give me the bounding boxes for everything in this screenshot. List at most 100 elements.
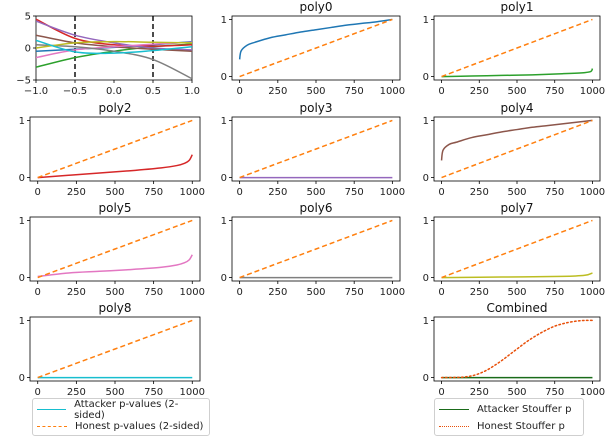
x-tick-label: 750 <box>345 187 364 198</box>
x-tick-label: 1000 <box>580 187 605 198</box>
x-tick-label: 500 <box>306 86 325 97</box>
x-tick-label: 750 <box>545 86 564 97</box>
series-line-0 <box>441 68 594 78</box>
panel-title: poly1 <box>500 0 533 14</box>
panel-title: poly7 <box>500 201 533 215</box>
x-tick-label: 250 <box>470 287 489 298</box>
x-tick-label: 0 <box>35 187 41 198</box>
x-tick-label: 250 <box>67 187 86 198</box>
series-line-1 <box>239 18 393 78</box>
y-tick-label: 5 <box>25 12 31 23</box>
y-tick-label: 1 <box>221 216 227 227</box>
panel-title: poly6 <box>299 201 332 215</box>
x-tick-label: 250 <box>470 86 489 97</box>
x-tick-label: −0.5 <box>63 86 87 97</box>
x-tick-label: 0 <box>35 387 41 398</box>
panel-title: poly4 <box>500 101 533 115</box>
x-tick-label: 750 <box>545 187 564 198</box>
legend-label-honest: Honest p-values (2-sided) <box>75 421 204 432</box>
x-tick-label: 1000 <box>180 287 205 298</box>
x-tick-label: 0 <box>438 387 444 398</box>
series-line-0 <box>238 18 393 60</box>
series-line-1 <box>441 18 593 78</box>
y-tick-label: 1 <box>19 216 25 227</box>
series-line-0 <box>441 272 593 279</box>
x-tick-label: 0 <box>236 86 242 97</box>
legend-swatch-attacker <box>37 409 67 410</box>
x-tick-label: 250 <box>67 387 86 398</box>
legend-label-attacker-stouffer: Attacker Stouffer p <box>477 404 572 415</box>
y-tick-label: 1 <box>19 116 25 127</box>
x-tick-label: 500 <box>507 287 526 298</box>
y-tick-label: 0 <box>423 373 429 384</box>
series-line-1 <box>441 219 593 279</box>
legend-item-honest: Honest p-values (2-sided) <box>37 418 205 435</box>
x-tick-label: 1000 <box>380 287 405 298</box>
y-tick-label: 1 <box>221 116 227 127</box>
x-tick-label: 500 <box>306 187 325 198</box>
x-tick-label: −1.0 <box>24 86 48 97</box>
x-tick-label: 250 <box>268 187 287 198</box>
y-tick-label: 0 <box>25 44 31 55</box>
x-tick-label: 1.0 <box>184 86 200 97</box>
y-tick-label: 0 <box>221 273 227 284</box>
x-tick-label: 750 <box>144 287 163 298</box>
panel-poly1: 0 250 500 750 1000 0 1 poly1 <box>423 0 606 97</box>
series-line-1 <box>37 119 193 179</box>
x-tick-label: 750 <box>144 187 163 198</box>
x-tick-label: 750 <box>545 387 564 398</box>
panel-poly8: 0 250 500 750 1000 0 1 poly8 <box>19 301 205 398</box>
series-line-1 <box>239 119 393 179</box>
legend-item-honest-stouffer: Honest Stouffer p <box>439 418 579 435</box>
panel-title: poly5 <box>98 201 131 215</box>
series-line-2 <box>36 18 192 47</box>
panel-overview: −1.0 −0.5 0.0 0.5 1.0 −5 0 5 <box>16 12 200 98</box>
x-tick-label: 0.5 <box>145 86 161 97</box>
panel-title: poly2 <box>98 101 131 115</box>
panel-poly5: 0 250 500 750 1000 0 1 poly5 <box>19 201 205 298</box>
x-tick-label: 500 <box>105 387 124 398</box>
x-tick-label: 1000 <box>580 287 605 298</box>
x-tick-label: 0 <box>438 187 444 198</box>
y-tick-label: 0 <box>19 273 25 284</box>
panel-poly6: 0 250 500 750 1000 0 1 poly6 <box>221 201 405 298</box>
legend-right: Attacker Stouffer p Honest Stouffer p <box>434 398 584 436</box>
x-tick-label: 1000 <box>180 387 205 398</box>
y-tick-label: 0 <box>221 72 227 83</box>
panel-title: poly8 <box>98 301 131 315</box>
y-tick-label: 1 <box>423 316 429 327</box>
x-tick-label: 250 <box>470 187 489 198</box>
x-tick-label: 0 <box>438 86 444 97</box>
panel-title: poly0 <box>299 0 332 14</box>
x-tick-label: 0 <box>35 287 41 298</box>
legend-item-attacker: Attacker p-values (2-sided) <box>37 398 205 421</box>
y-tick-label: −5 <box>16 76 31 87</box>
y-tick-label: 1 <box>423 116 429 127</box>
x-tick-label: 500 <box>105 287 124 298</box>
x-tick-label: 250 <box>268 287 287 298</box>
panel-poly0: 0 250 500 750 1000 0 1 poly0 <box>221 0 405 97</box>
series-line-1 <box>441 119 593 179</box>
y-tick-label: 0 <box>221 173 227 184</box>
y-tick-label: 0 <box>19 173 25 184</box>
series-line-8 <box>36 39 192 55</box>
legend-item-attacker-stouffer: Attacker Stouffer p <box>439 401 579 418</box>
legend-left: Attacker p-values (2-sided) Honest p-val… <box>32 398 210 436</box>
y-tick-label: 1 <box>19 316 25 327</box>
y-tick-label: 0 <box>423 273 429 284</box>
y-tick-label: 1 <box>423 216 429 227</box>
panel-title: Combined <box>487 301 548 315</box>
x-tick-label: 1000 <box>380 86 405 97</box>
y-tick-label: 0 <box>423 173 429 184</box>
legend-swatch-honest <box>37 426 67 427</box>
legend-label-honest-stouffer: Honest Stouffer p <box>477 421 565 432</box>
legend-label-attacker: Attacker p-values (2-sided) <box>74 398 179 421</box>
x-tick-label: 500 <box>507 387 526 398</box>
x-tick-label: 250 <box>268 86 287 97</box>
panel-combined: 0 250 500 750 1000 0 1 Combined <box>423 301 606 398</box>
y-tick-label: 0 <box>19 373 25 384</box>
x-tick-label: 500 <box>507 86 526 97</box>
x-tick-label: 1000 <box>580 86 605 97</box>
x-tick-label: 250 <box>470 387 489 398</box>
